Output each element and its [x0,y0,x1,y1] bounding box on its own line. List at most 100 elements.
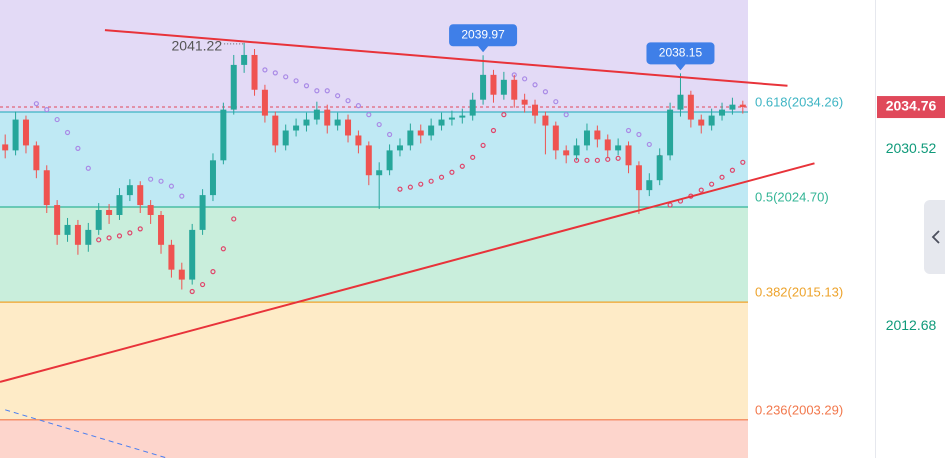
sar-dot [729,167,736,173]
sar-dot [314,88,320,94]
sar-dot [615,155,621,161]
fib-label: 0.618(2034.26) [755,94,843,109]
candle-body [178,269,185,280]
sar-dot [594,157,600,163]
candle-body [43,170,50,206]
candle-body [64,224,71,235]
sar-dot [625,127,632,134]
sar-dot [459,163,465,169]
candle-body [376,170,383,176]
candle-body [251,54,258,90]
candle-body [459,115,466,118]
fib-band [0,419,748,458]
candle-body [407,130,414,146]
candle-body [594,130,601,140]
side-tab[interactable] [924,200,945,274]
candle-body [95,210,102,230]
side-tab-bg[interactable] [924,200,945,274]
candle-body [542,115,549,126]
candle-body [698,119,705,126]
sar-dot [127,230,133,236]
sar-dot [376,121,382,128]
candle-body [334,119,341,126]
candle-body [355,135,362,146]
sar-dot [719,174,725,180]
candle-body [199,195,206,230]
candle-body [33,145,40,171]
sar-dot [646,141,652,148]
candle-body [209,160,216,196]
sar-dot [324,88,330,94]
sar-dot [355,103,362,109]
candle-body [147,205,154,215]
candle-body [521,99,528,105]
trendline [104,29,788,87]
sar-dot [231,216,237,222]
candle-body [490,74,497,95]
sar-dot [490,127,497,134]
candle-body [85,229,92,245]
sar-dot [501,111,507,118]
sar-dot [438,174,445,180]
sar-dot [189,288,195,295]
plot-area: 0.618(2034.26) 0.5(2024.70) 0.382(2015.13)… [0,0,843,458]
sar-dot [179,193,185,199]
series [2,42,746,295]
sar-dot [636,131,642,138]
sar-dot [480,142,486,149]
candle-body [739,104,746,108]
sar-dot [366,111,372,118]
candle-body [126,185,133,196]
candle-body [635,165,642,191]
sar-dot [168,183,175,189]
candle-body [646,180,653,191]
sar-dot [64,129,71,136]
sar-dot [418,181,424,187]
candle-body [469,99,476,116]
sar-dot [75,145,81,151]
last-price-tag [877,96,945,119]
sar-dot [137,226,143,232]
candle-body [480,74,487,100]
sar-dot [397,186,403,192]
candle-body [552,125,559,151]
candle-body [583,130,590,146]
sar-dot [709,181,715,187]
sar-dot [85,165,91,171]
fib-band [0,207,748,303]
candle-body [313,109,320,120]
trendline [0,162,815,383]
sar-dot [449,169,455,175]
candle-body [365,145,372,176]
sar-dot [148,176,154,182]
candle-body [189,229,196,280]
bubble [646,42,715,71]
candle-body [625,145,632,166]
candle-body [573,145,580,156]
chevron-icon[interactable] [931,230,940,244]
candle-body [324,109,331,126]
trendline [5,409,166,458]
candle-body [386,150,393,171]
sar-dot [386,131,393,138]
sar-dot [522,76,528,82]
sar-dot [698,187,704,193]
candle-body [168,244,175,270]
bubble [449,24,518,53]
sar-dot [553,99,559,105]
sar-dot [542,89,549,95]
high-bubble-label: 2039.97 [461,27,505,41]
candle-body [303,119,310,126]
sar-dot [303,83,310,89]
sar-dot [335,93,341,99]
candle-body [511,79,518,100]
candle-body [241,54,248,65]
candle-body [230,64,237,110]
sar-dot [283,74,289,80]
candle-body [293,125,300,131]
candle-body [12,119,19,151]
candle-body [563,150,570,156]
sar-dot [96,237,102,243]
candle-body [615,145,622,151]
fib-band [0,302,748,420]
